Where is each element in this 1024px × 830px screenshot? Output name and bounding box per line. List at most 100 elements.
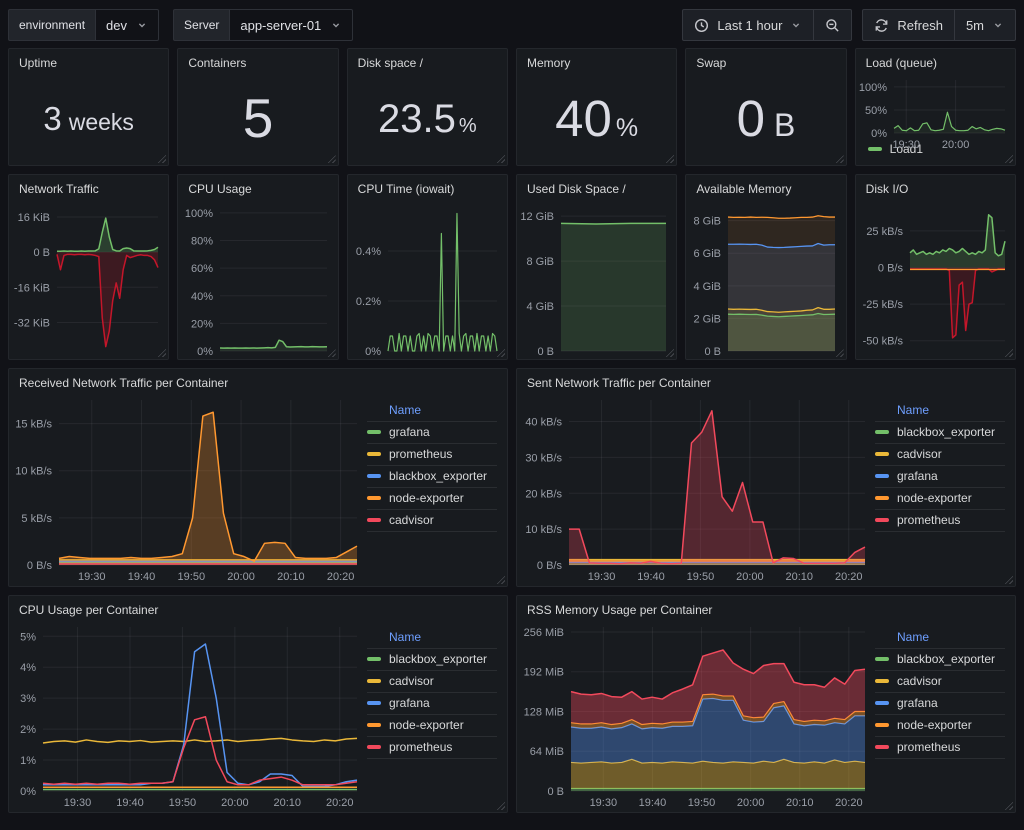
svg-text:256 MiB: 256 MiB	[524, 627, 564, 639]
panel-title[interactable]: Swap	[696, 56, 727, 70]
network-traffic-chart[interactable]: 16 KiB 0 B -16 KiB -32 KiB	[9, 198, 168, 359]
legend-item[interactable]: grafana	[875, 466, 1005, 488]
legend-header[interactable]: Name	[875, 629, 1005, 649]
cpu-usage-chart[interactable]: 100% 80% 60% 40% 20% 0%	[178, 198, 337, 359]
chart-svg: 19:30 19:40 19:50 20:00 20:10 20:20 15 kB/s 10 …	[15, 400, 358, 583]
received-traffic-chart[interactable]: 19:30 19:40 19:50 20:00 20:10 20:20 15 kB/s 10 …	[9, 392, 367, 586]
panel-title[interactable]: Available Memory	[696, 182, 792, 196]
cpu-per-container-chart[interactable]: 19:30 19:40 19:50 20:00 20:10 20:20 5% 4% 3% 2% 1%…	[9, 619, 367, 812]
panel-title[interactable]: Disk I/O	[865, 182, 909, 196]
panel-resize-handle[interactable]	[325, 153, 336, 163]
panel-resize-handle[interactable]	[156, 153, 167, 163]
refresh-button[interactable]: Refresh	[862, 9, 955, 41]
chevron-down-icon	[992, 19, 1004, 31]
refresh-interval-dropdown[interactable]: 5m	[953, 9, 1016, 41]
legend-item[interactable]: cadvisor	[875, 671, 1005, 693]
legend-item[interactable]: node-exporter	[367, 715, 497, 737]
legend-item[interactable]: grafana	[875, 693, 1005, 715]
legend-header[interactable]: Name	[367, 402, 497, 422]
variable-environment-select[interactable]: dev	[95, 9, 160, 41]
legend-item[interactable]: cadvisor	[875, 444, 1005, 466]
svg-text:12 GiB: 12 GiB	[520, 211, 554, 223]
panel-title[interactable]: Network Traffic	[19, 182, 99, 196]
svg-text:192 MiB: 192 MiB	[524, 667, 564, 679]
variable-server-select[interactable]: app-server-01	[229, 9, 354, 41]
legend-header[interactable]: Name	[367, 629, 497, 649]
panel-title[interactable]: Uptime	[19, 56, 58, 70]
legend-item-label: grafana	[389, 696, 430, 710]
legend-item[interactable]: prometheus	[367, 444, 497, 466]
panel-resize-handle[interactable]	[664, 153, 675, 163]
legend-item[interactable]: node-exporter	[875, 715, 1005, 737]
svg-text:20 kB/s: 20 kB/s	[525, 488, 562, 500]
panel-resize-handle[interactable]	[156, 347, 167, 357]
panel-resize-handle[interactable]	[1003, 574, 1013, 584]
legend-item[interactable]: cadvisor	[367, 510, 497, 532]
panel-title[interactable]: RSS Memory Usage per Container	[527, 603, 713, 617]
legend-item[interactable]: blackbox_exporter	[875, 649, 1005, 671]
panel-title[interactable]: Containers	[188, 56, 247, 70]
legend-item-label: cadvisor	[389, 513, 434, 527]
svg-text:19:30: 19:30	[64, 797, 92, 809]
panel-resize-handle[interactable]	[494, 153, 505, 163]
series-color-dash	[367, 701, 381, 705]
panel-resize-handle[interactable]	[1002, 347, 1013, 357]
panel-resize-handle[interactable]	[495, 800, 505, 810]
panel-resize-handle[interactable]	[494, 347, 505, 357]
panel-resize-handle[interactable]	[833, 347, 844, 357]
panel-resize-handle[interactable]	[495, 574, 505, 584]
panel-title[interactable]: Disk space /	[357, 56, 424, 70]
panel-resize-handle[interactable]	[1002, 153, 1013, 163]
svg-text:4%: 4%	[20, 662, 36, 674]
zoom-out-icon	[825, 18, 840, 33]
legend-item[interactable]: node-exporter	[367, 488, 497, 510]
legend-item[interactable]: cadvisor	[367, 671, 497, 693]
rss-memory-chart[interactable]: 19:30 19:40 19:50 20:00 20:10 20:20 256 MiB 192…	[517, 619, 875, 812]
legend-item[interactable]: prometheus	[367, 737, 497, 759]
variable-server-value: app-server-01	[240, 17, 322, 33]
panel-resize-handle[interactable]	[1003, 800, 1013, 810]
legend-item[interactable]: prometheus	[875, 510, 1005, 532]
legend-item-label: node-exporter	[389, 491, 464, 505]
panel-title[interactable]: Load (queue)	[865, 56, 938, 70]
legend-item-label: blackbox_exporter	[389, 652, 488, 666]
panel-resize-handle[interactable]	[325, 347, 336, 357]
panel-resize-handle[interactable]	[833, 153, 844, 163]
sent-traffic-chart[interactable]: 19:30 19:40 19:50 20:00 20:10 20:20 40 kB/s 30 …	[517, 392, 875, 586]
legend-item[interactable]: Load1	[867, 142, 923, 156]
panel-title[interactable]: Used Disk Space /	[526, 182, 626, 196]
legend-item[interactable]: blackbox_exporter	[367, 466, 497, 488]
cpu-iowait-chart[interactable]: 0.4% 0.2% 0%	[348, 198, 507, 359]
legend-item-label: grafana	[897, 696, 938, 710]
legend-item[interactable]: grafana	[367, 693, 497, 715]
panel-title[interactable]: CPU Time (iowait)	[357, 182, 455, 196]
used-disk-chart[interactable]: 12 GiB 8 GiB 4 GiB 0 B	[517, 198, 676, 359]
disk-io-chart[interactable]: 25 kB/s 0 B/s -25 kB/s -50 kB/s	[856, 198, 1015, 359]
available-memory-chart[interactable]: 8 GiB 6 GiB 4 GiB 2 GiB 0 B	[686, 198, 845, 359]
legend-item[interactable]: prometheus	[875, 737, 1005, 759]
svg-text:0%: 0%	[871, 128, 887, 140]
svg-text:100%: 100%	[859, 82, 887, 94]
legend-header[interactable]: Name	[875, 402, 1005, 422]
series-color-dash	[367, 496, 381, 500]
panel-title[interactable]: Received Network Traffic per Container	[19, 376, 229, 390]
panel-title[interactable]: CPU Usage	[188, 182, 252, 196]
legend-item[interactable]: grafana	[367, 422, 497, 444]
legend-item[interactable]: blackbox_exporter	[367, 649, 497, 671]
legend-item[interactable]: blackbox_exporter	[875, 422, 1005, 444]
panel-title[interactable]: Memory	[526, 56, 571, 70]
svg-text:20:00: 20:00	[941, 139, 969, 151]
panel-title[interactable]: CPU Usage per Container	[19, 603, 159, 617]
svg-text:20:00: 20:00	[736, 571, 764, 583]
variable-server-label: Server	[173, 9, 230, 41]
series-color-dash	[875, 701, 889, 705]
panel-title[interactable]: Sent Network Traffic per Container	[527, 376, 711, 390]
zoom-out-button[interactable]	[813, 9, 853, 41]
series-color-dash	[875, 452, 889, 456]
legend-item[interactable]: node-exporter	[875, 488, 1005, 510]
panel-memory: Memory 40%	[515, 48, 678, 166]
time-range-picker[interactable]: Last 1 hour	[682, 9, 815, 41]
panel-resize-handle[interactable]	[664, 347, 675, 357]
series-color-dash	[875, 745, 889, 749]
load-queue-chart[interactable]: 19:30 20:00 100% 50% 0%	[856, 72, 1015, 151]
